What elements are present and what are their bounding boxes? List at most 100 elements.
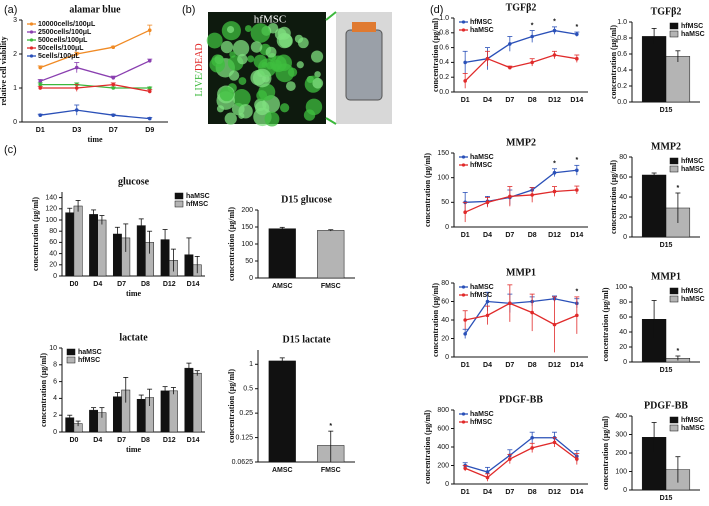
point	[463, 79, 467, 83]
x-tick-label: D14	[570, 362, 583, 369]
cell	[247, 55, 255, 63]
y-tick-label: 1.0	[617, 19, 627, 26]
y-tick-label: 400	[615, 413, 627, 420]
legend-dot	[29, 54, 34, 58]
annotation: *	[329, 423, 332, 430]
series-line	[464, 189, 577, 213]
cell	[250, 41, 263, 53]
point	[38, 65, 43, 70]
cell	[226, 25, 235, 34]
series-line	[464, 298, 577, 335]
cell	[314, 71, 321, 78]
y-tick-label: 20	[619, 214, 627, 221]
chart-title: glucose	[118, 176, 150, 187]
legend-label: hfMSC	[470, 292, 492, 299]
chart-title: D15 glucose	[281, 194, 332, 205]
y-tick-label: 1.0	[439, 15, 449, 22]
bar	[169, 390, 178, 433]
legend-dot	[461, 28, 466, 32]
y-tick-label: 60	[49, 239, 57, 246]
legend-label: hfMSC	[681, 158, 703, 165]
legend-dot	[461, 285, 466, 289]
x-tick-label: D8	[528, 97, 537, 104]
cell	[244, 25, 252, 33]
y-tick-label: 20	[619, 344, 627, 351]
y-tick-label: 2	[53, 412, 57, 419]
point	[485, 299, 490, 304]
y-tick-label: 80	[619, 154, 627, 161]
point	[111, 82, 116, 87]
x-tick-label: D8	[528, 489, 537, 496]
cell	[238, 77, 247, 85]
point	[463, 60, 467, 65]
y-tick-label: 100	[437, 175, 449, 182]
x-tick-label: D1	[461, 97, 470, 104]
legend-label: 5cells/100μL	[38, 53, 80, 60]
zoom-line	[325, 117, 337, 125]
image-title: hfMSC	[254, 14, 286, 26]
point	[530, 60, 534, 65]
x-tick-label: D4	[483, 232, 492, 239]
x-tick-label: D7	[117, 281, 126, 288]
y-tick-label: 0.0	[617, 99, 627, 106]
x-tick-label: D15	[660, 367, 673, 374]
x-tick-label: D15	[660, 107, 673, 114]
panel-label: (c)	[4, 144, 17, 156]
x-tick-label: D14	[187, 281, 200, 288]
x-tick-label: D8	[141, 437, 150, 444]
legend-dot	[461, 412, 466, 416]
x-tick-label: D1	[461, 362, 470, 369]
series-line	[40, 60, 151, 82]
cell	[311, 50, 324, 63]
y-tick-label: 0	[445, 354, 449, 361]
chart-title: alamar blue	[69, 4, 121, 15]
legend-swatch	[669, 157, 679, 165]
point	[463, 318, 467, 322]
y-axis-label: concentration (μg/ml)	[609, 25, 618, 99]
point	[38, 86, 43, 90]
legend-dot	[29, 38, 34, 42]
point	[74, 52, 79, 56]
cell	[228, 70, 240, 81]
legend-swatch	[669, 416, 679, 424]
y-axis-label: concentration (μg/ml)	[431, 18, 440, 92]
y-axis-label: relative cell viability	[0, 36, 8, 105]
point	[111, 76, 116, 80]
bar	[184, 367, 194, 433]
y-axis-label: concentration (μg/ml)	[601, 287, 610, 361]
point	[530, 193, 534, 197]
point	[552, 189, 557, 194]
y-tick-label: 120	[45, 206, 57, 213]
x-tick-label: D1	[36, 127, 45, 134]
x-axis-label: time	[126, 445, 142, 454]
x-tick-label: D8	[528, 232, 537, 239]
y-tick-label: 0.125	[235, 434, 253, 441]
annotation: *	[553, 161, 556, 168]
point	[147, 86, 152, 90]
point	[575, 457, 579, 461]
legend-label: 2500cells/100μL	[38, 29, 92, 36]
y-tick-label: 0	[445, 224, 449, 231]
y-tick-label: 0	[249, 275, 253, 282]
y-tick-label: 100	[615, 284, 627, 291]
point	[575, 188, 579, 192]
legend-dot	[461, 293, 466, 297]
bar	[665, 56, 691, 103]
legend-label: hfMSC	[681, 23, 703, 30]
legend-label: hfMSC	[470, 19, 492, 26]
x-tick-label: D7	[109, 127, 118, 134]
legend-dot	[29, 46, 34, 50]
point	[485, 56, 490, 61]
legend-label: haMSC	[470, 411, 494, 418]
legend-label: hfMSC	[681, 288, 703, 295]
cell	[275, 54, 293, 72]
x-tick-label: D4	[483, 97, 492, 104]
y-axis-label: concentration (μg/ml)	[609, 160, 618, 234]
cell	[264, 111, 280, 127]
x-tick-label: D14	[187, 437, 200, 444]
series-line	[40, 83, 150, 93]
y-axis-label: concentration (μg/ml)	[31, 197, 40, 271]
point	[530, 435, 534, 440]
legend-label: hfMSC	[681, 417, 703, 424]
cell	[297, 37, 309, 49]
